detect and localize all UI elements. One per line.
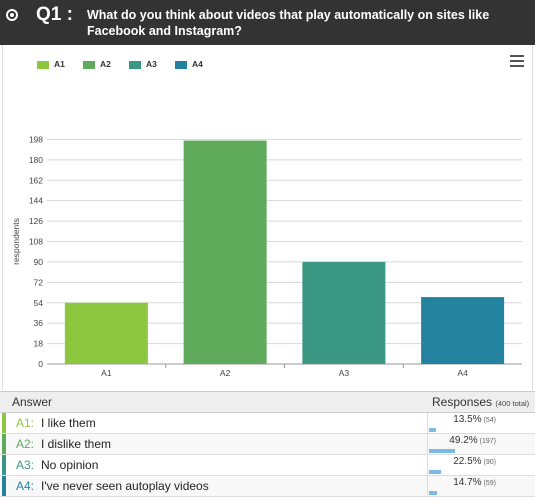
response-percent: 14.7% (59): [453, 477, 496, 488]
y-tick-label: 126: [29, 216, 43, 226]
total-label: (400 total): [495, 399, 530, 408]
response-bar: [429, 428, 437, 432]
bar: [421, 297, 505, 364]
response-count: (90): [483, 459, 496, 466]
legend-swatch: [37, 60, 49, 69]
answer-color-marker: [2, 455, 6, 475]
y-tick-label: 198: [29, 134, 43, 144]
answer-color-marker: [2, 434, 6, 454]
response-cell: 49.2% (197): [427, 434, 535, 454]
legend-label: A2: [100, 59, 111, 69]
legend-label: A3: [146, 59, 157, 69]
bar-chart: 0 18 36 54 72 90 108 126 144 162 180 198 A1 A2 A3 A4 res…: [11, 134, 522, 378]
y-tick-label: 180: [29, 155, 43, 165]
answer-code: A2:: [16, 437, 35, 451]
y-tick-label: 18: [34, 339, 44, 349]
y-tick-label: 72: [34, 277, 44, 287]
question-number: Q1 :: [36, 4, 73, 25]
answer-label: I dislike them: [41, 437, 112, 451]
response-percent-value: 14.7%: [453, 477, 482, 488]
response-bar: [429, 491, 437, 495]
answer-color-marker: [2, 413, 6, 433]
x-tick-label: A2: [220, 368, 231, 378]
y-tick-label: 0: [38, 359, 43, 369]
bar: [183, 140, 267, 364]
answer-code: A1:: [16, 416, 35, 430]
response-bar: [429, 470, 441, 474]
answer-code: A3:: [16, 458, 35, 472]
legend-label: A4: [192, 59, 203, 69]
answer-label: I like them: [41, 416, 96, 430]
radio-icon: [6, 9, 18, 21]
responses-column-header: Responses (400 total): [432, 395, 530, 409]
x-tick-label: A3: [339, 368, 350, 378]
response-percent: 49.2% (197): [449, 435, 496, 446]
answer-column-header: Answer: [12, 395, 53, 409]
chart-panel: A1 A2 A3 A4 0 18 36 54 72 90 108 126 144 162 180 198 A1…: [2, 45, 533, 390]
y-tick-label: 36: [34, 318, 44, 328]
response-bar: [429, 449, 455, 453]
question-text: What do you think about videos that play…: [87, 8, 490, 38]
y-axis-label: respondents: [11, 218, 21, 265]
answer-label: No opinion: [41, 458, 99, 472]
bar: [64, 302, 148, 364]
x-tick-label: A4: [457, 368, 468, 378]
y-tick-label: 54: [34, 298, 44, 308]
legend-item[interactable]: A1: [37, 59, 65, 69]
table-row[interactable]: A2: I dislike them 49.2% (197): [0, 434, 535, 455]
answer-code: A4:: [16, 479, 35, 493]
legend-swatch: [129, 60, 141, 69]
response-percent-value: 13.5%: [453, 414, 482, 425]
y-tick-label: 90: [34, 257, 44, 267]
response-cell: 13.5% (54): [427, 413, 535, 433]
x-tick-label: A1: [101, 368, 112, 378]
legend-item[interactable]: A4: [175, 59, 203, 69]
y-tick-label: 108: [29, 237, 43, 247]
legend-item[interactable]: A3: [129, 59, 157, 69]
y-tick-label: 162: [29, 175, 43, 185]
y-tick-label: 144: [29, 196, 43, 206]
response-percent: 22.5% (90): [453, 456, 496, 467]
response-percent-value: 49.2%: [449, 435, 478, 446]
question-header: Q1 : What do you think about videos that…: [0, 0, 535, 45]
answer-label: I've never seen autoplay videos: [41, 479, 209, 493]
table-row[interactable]: A1: I like them 13.5% (54): [0, 413, 535, 434]
response-percent: 13.5% (54): [453, 414, 496, 425]
response-count: (54): [483, 417, 496, 424]
table-row[interactable]: A4: I've never seen autoplay videos 14.7%(…: [0, 476, 535, 497]
bar: [302, 261, 386, 364]
menu-icon[interactable]: [510, 55, 524, 67]
legend-swatch: [83, 60, 95, 69]
responses-table: Answer Responses (400 total) A1: I like t…: [0, 391, 535, 497]
response-cell: 14.7% (59): [427, 476, 535, 496]
response-count: (197): [479, 438, 496, 445]
response-count: (59): [483, 480, 496, 487]
table-row[interactable]: A3: No opinion 22.5% (90): [0, 455, 535, 476]
legend-label: A1: [54, 59, 65, 69]
response-cell: 22.5% (90): [427, 455, 535, 475]
table-header: Answer Responses (400 total): [0, 391, 535, 413]
legend-item[interactable]: A2: [83, 59, 111, 69]
legend-swatch: [175, 60, 187, 69]
answer-color-marker: [2, 476, 6, 496]
response-percent-value: 22.5%: [453, 456, 482, 467]
